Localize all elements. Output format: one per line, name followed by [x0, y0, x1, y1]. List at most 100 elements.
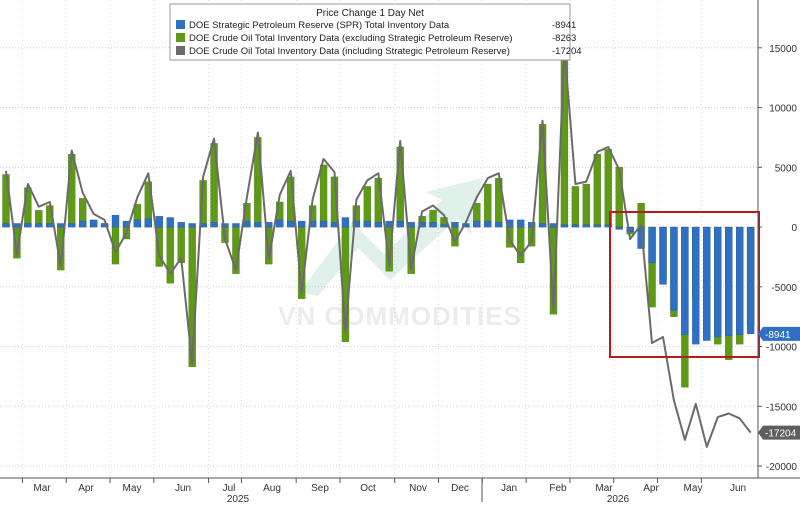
x-tick-label: May	[123, 483, 142, 494]
legend-title: Price Change 1 Day Net	[316, 8, 424, 19]
bar-spr	[593, 224, 601, 228]
x-tick-label: Jul	[223, 483, 236, 494]
bar-spr	[111, 214, 120, 228]
bar-spr	[374, 222, 382, 228]
bar-spr	[24, 223, 32, 228]
bar-spr	[35, 223, 43, 228]
bar-excl-spr	[582, 183, 590, 228]
bar-spr	[670, 226, 678, 311]
legend-value-spr: -8941	[552, 20, 576, 31]
bar-spr	[2, 223, 10, 228]
y-tick-label: 15000	[769, 44, 797, 55]
y-tick-label: 10000	[769, 104, 797, 115]
legend-swatch-spr	[176, 20, 185, 29]
line-incl-spr	[5, 46, 752, 448]
bar-spr	[254, 222, 262, 228]
bar-spr	[746, 226, 755, 335]
bar-spr	[527, 222, 536, 228]
x-tick-label: Jun	[730, 483, 746, 494]
y-tick-label: -15000	[766, 402, 798, 413]
bar-spr	[221, 223, 229, 228]
bar-spr	[210, 222, 218, 228]
bar-spr	[13, 223, 21, 228]
bar-spr	[659, 226, 667, 285]
bar-excl-spr	[319, 164, 328, 228]
legend-label-incl-spr: DOE Crude Oil Total Inventory Data (incl…	[189, 46, 510, 57]
bar-spr	[363, 220, 372, 228]
last-value-total-tag	[758, 425, 800, 440]
x-tick-label: Apr	[78, 483, 94, 494]
y-axis: 15000 10000 5000 0 -5000 -10000 -15000 -20000	[758, 44, 797, 473]
bar-spr	[725, 226, 733, 336]
x-tick-label: Sep	[311, 483, 329, 494]
bar-spr	[440, 224, 448, 228]
bar-excl-spr	[68, 154, 76, 228]
x-tick-label: Mar	[595, 483, 613, 494]
bar-excl-spr	[637, 202, 645, 228]
legend: Price Change 1 Day Net DOE Strategic Pet…	[169, 3, 582, 61]
bar-spr	[144, 218, 153, 228]
bar-spr	[571, 224, 580, 228]
watermark-text: VN COMMODITIES	[278, 301, 522, 331]
bar-spr	[560, 224, 569, 228]
legend-box	[169, 3, 571, 61]
bars	[2, 50, 755, 388]
bar-spr	[473, 220, 481, 228]
last-value-spr-tag	[758, 326, 800, 341]
x-year-label: 2026	[607, 494, 630, 502]
legend-label-excl-spr: DOE Crude Oil Total Inventory Data (excl…	[189, 33, 513, 44]
bar-spr	[736, 226, 744, 335]
bar-spr	[626, 226, 634, 232]
bar-spr	[79, 220, 87, 228]
y-tick-label: 0	[791, 223, 797, 234]
x-tick-label: Jan	[501, 483, 517, 494]
bar-excl-spr	[593, 154, 601, 228]
y-tick-label: -10000	[766, 343, 798, 354]
bar-spr	[495, 222, 503, 228]
legend-value-excl-spr: -8263	[552, 33, 576, 44]
bar-spr	[451, 222, 459, 228]
legend-value-incl-spr: -17204	[552, 46, 582, 57]
bar-spr	[100, 223, 109, 228]
bar-spr	[396, 220, 404, 228]
x-tick-label: Mar	[33, 483, 51, 494]
legend-swatch-incl-spr	[176, 46, 185, 55]
x-tick-label: Jun	[175, 483, 191, 494]
bar-spr	[89, 219, 98, 228]
bar-spr	[582, 224, 590, 228]
last-value-spr: -8941	[765, 330, 791, 341]
bar-excl-spr	[517, 226, 525, 264]
x-tick-label: Apr	[643, 483, 659, 494]
x-tick-label: Oct	[360, 483, 376, 494]
x-axis: Mar Apr May Jun Jul Aug Sep Oct Nov Dec Jan Feb Mar A…	[21, 478, 746, 505]
bar-spr	[692, 226, 700, 345]
total-line	[5, 46, 752, 448]
y-tick-label: -5000	[771, 283, 797, 294]
last-value-total: -17204	[765, 429, 797, 440]
bar-spr	[703, 226, 711, 341]
x-tick-label: May	[684, 483, 703, 494]
bar-spr	[648, 226, 656, 264]
bar-spr	[46, 223, 54, 228]
bar-spr	[330, 222, 339, 228]
last-value-labels: -8941 -17204	[758, 326, 800, 440]
bar-spr	[297, 220, 306, 228]
bar-spr	[714, 226, 722, 338]
y-tick-label: -20000	[766, 462, 798, 473]
bar-spr	[276, 219, 284, 228]
bar-spr	[319, 220, 328, 228]
bar-spr	[429, 222, 437, 228]
bar-excl-spr	[166, 226, 174, 284]
bar-spr	[155, 216, 163, 228]
bar-spr	[57, 223, 65, 228]
legend-swatch-excl-spr	[176, 33, 185, 42]
bar-spr	[615, 226, 623, 230]
legend-label-spr: DOE Strategic Petroleum Reserve (SPR) To…	[189, 20, 450, 31]
x-tick-label: Feb	[549, 483, 567, 494]
bar-spr	[166, 217, 174, 228]
x-tick-label: Dec	[451, 483, 469, 494]
bar-spr	[407, 222, 415, 228]
bar-excl-spr	[571, 186, 580, 228]
